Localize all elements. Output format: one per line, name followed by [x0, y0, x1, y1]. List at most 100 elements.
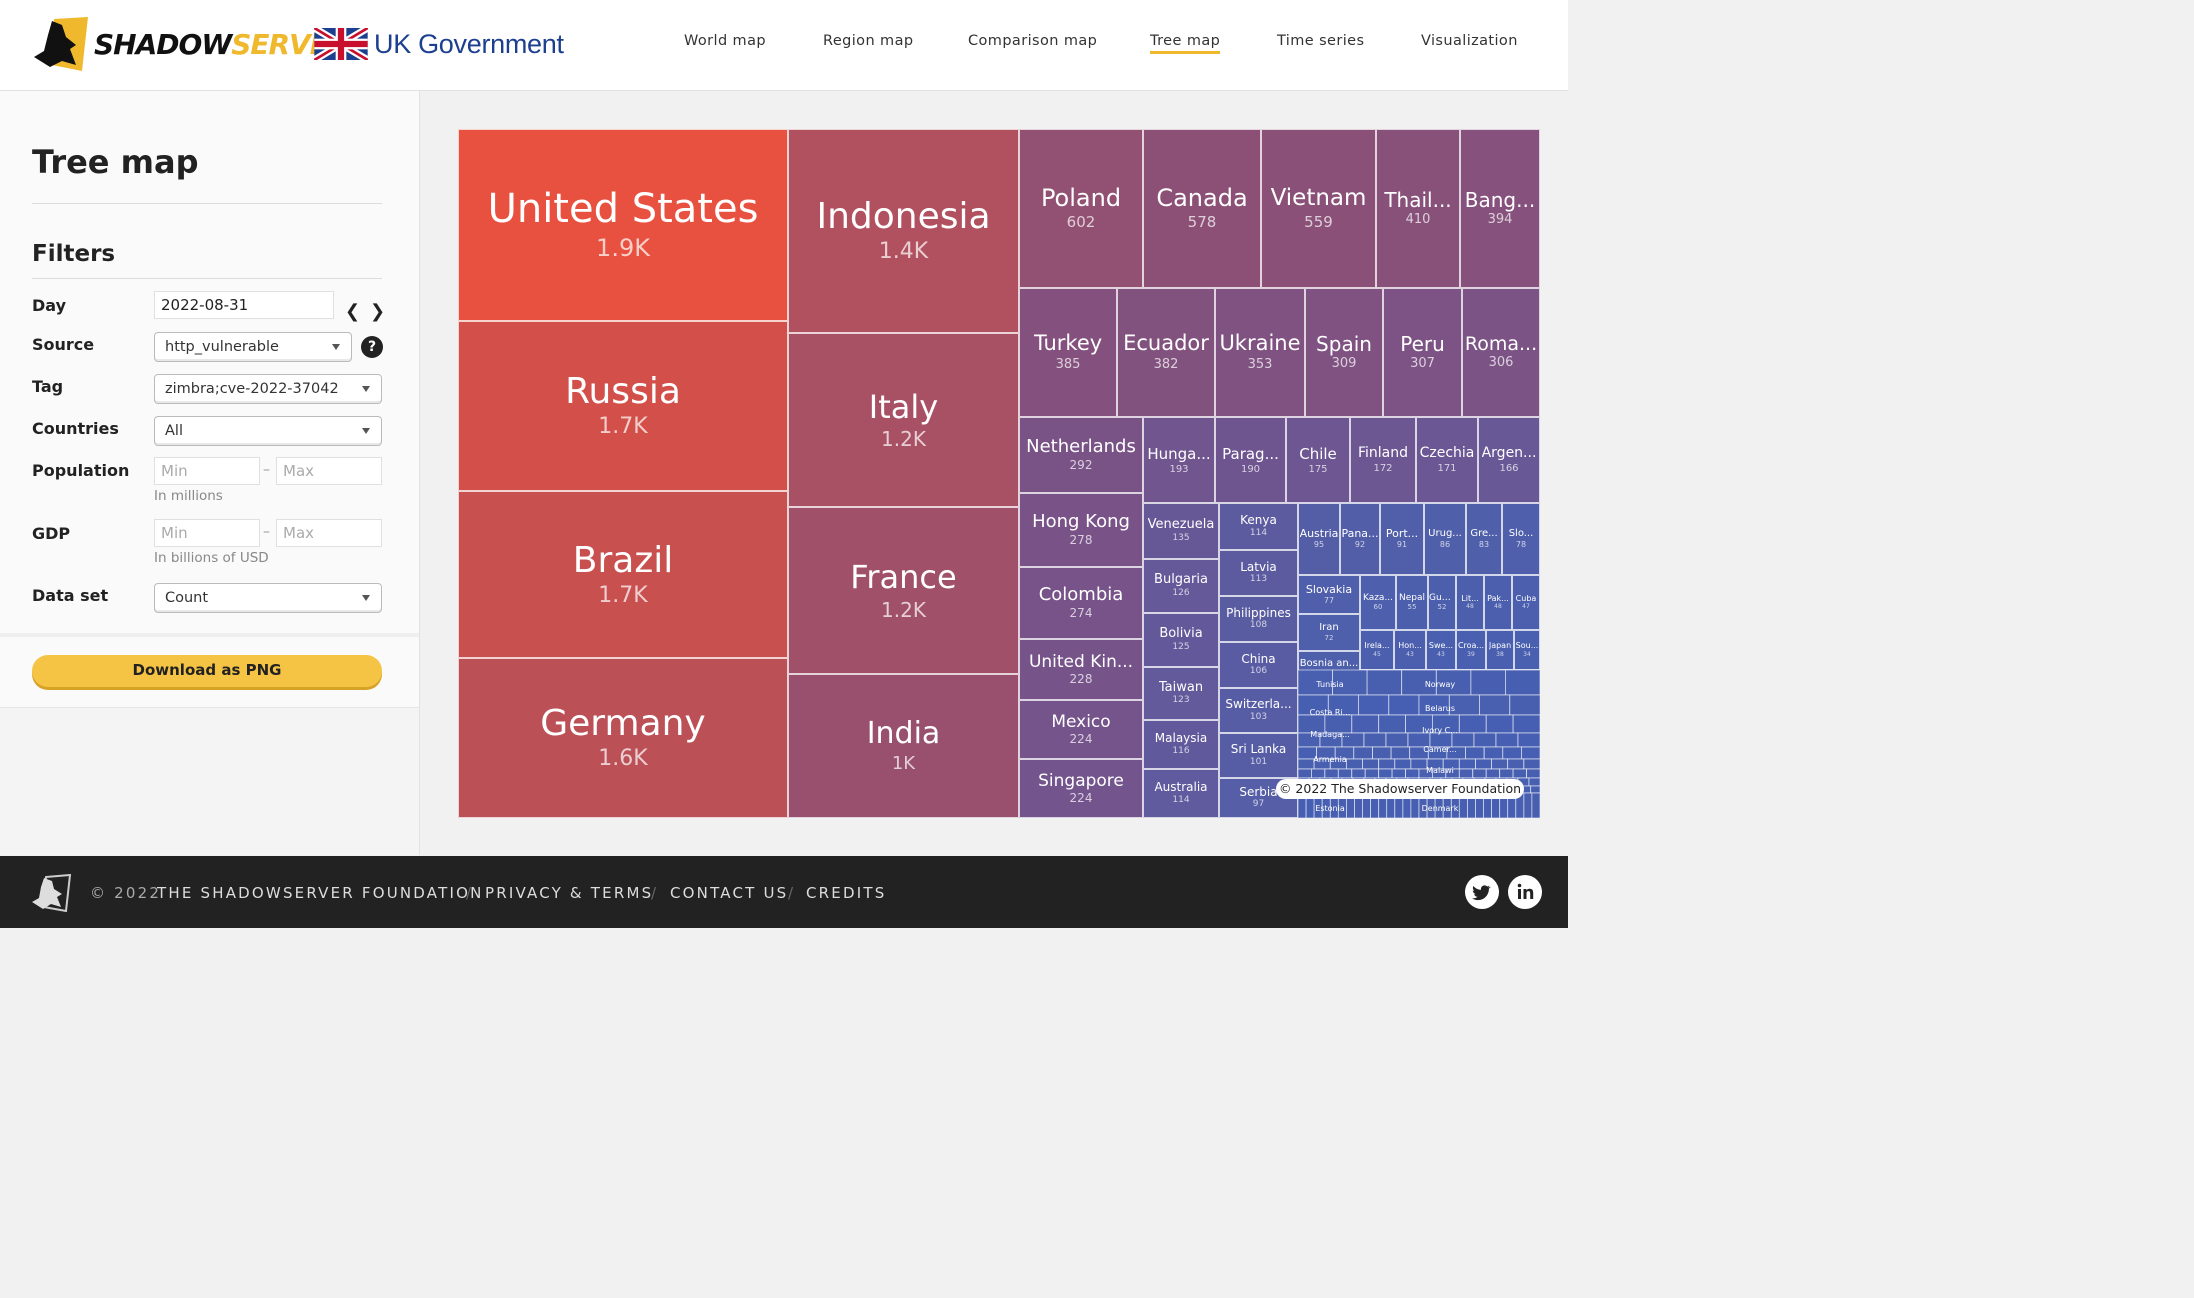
treemap-cell[interactable]: France 1.2K [788, 507, 1019, 674]
treemap-cell[interactable]: Italy 1.2K [788, 333, 1019, 507]
treemap-cell[interactable]: Thail... 410 [1376, 129, 1460, 288]
treemap-cell[interactable]: Irela... 45 [1360, 630, 1394, 670]
treemap-tiny-cell[interactable] [1388, 694, 1420, 716]
treemap-tiny-cell[interactable] [1465, 746, 1485, 760]
treemap-cell[interactable]: Malaysia 116 [1143, 720, 1219, 769]
treemap-tiny-cell[interactable] [1512, 768, 1527, 779]
gdp-min-input[interactable]: Min [154, 519, 260, 547]
treemap-cell[interactable]: Vietnam 559 [1261, 129, 1376, 288]
treemap-cell[interactable]: Mexico 224 [1019, 700, 1143, 759]
nav-region-map[interactable]: Region map [823, 33, 914, 49]
treemap-cell[interactable]: Venezuela 135 [1143, 503, 1219, 559]
treemap-cell[interactable]: Gua... 52 [1428, 575, 1456, 630]
treemap-cell[interactable]: Brazil 1.7K [458, 491, 788, 658]
treemap-cell[interactable]: Netherlands 292 [1019, 417, 1143, 493]
previous-day-chevron-icon[interactable]: ❮ [345, 301, 361, 322]
treemap-cell[interactable]: Philippines 108 [1219, 596, 1298, 642]
treemap-tiny-cell[interactable] [1394, 758, 1412, 770]
twitter-icon[interactable] [1465, 875, 1499, 909]
treemap-tiny-cell[interactable] [1405, 768, 1420, 779]
treemap-cell[interactable]: Turkey 385 [1019, 288, 1117, 417]
treemap-tiny-cell[interactable] [1472, 768, 1487, 779]
help-icon[interactable]: ? [361, 336, 383, 358]
treemap-cell[interactable]: Russia 1.7K [458, 321, 788, 491]
treemap-cell[interactable]: Canada 578 [1143, 129, 1261, 288]
nav-comparison-map[interactable]: Comparison map [968, 33, 1098, 49]
footer-privacy-link[interactable]: PRIVACY & TERMS [485, 884, 654, 902]
treemap-cell[interactable]: India 1K [788, 674, 1019, 818]
treemap-tiny-cell[interactable] [1378, 768, 1393, 779]
treemap-tiny-cell[interactable] [1458, 714, 1487, 734]
footer-credits-link[interactable]: CREDITS [806, 884, 887, 902]
treemap-cell[interactable]: Croa... 39 [1456, 630, 1486, 670]
treemap-tiny-cell[interactable] [1475, 758, 1493, 770]
treemap-tiny-cell[interactable] [1523, 792, 1533, 818]
next-day-chevron-icon[interactable]: ❯ [370, 301, 386, 322]
treemap-tiny-cell[interactable] [1458, 768, 1474, 779]
treemap-cell[interactable]: Chile 175 [1286, 417, 1350, 503]
treemap-cell[interactable]: United Kin... 228 [1019, 639, 1143, 700]
shadowserver-logo[interactable]: SHADOWSERVER [32, 14, 349, 74]
treemap-cell[interactable]: Sri Lanka 101 [1219, 733, 1298, 778]
treemap-cell[interactable]: Ecuador 382 [1117, 288, 1215, 417]
treemap-tiny-cell[interactable] [1364, 768, 1379, 779]
treemap-tiny-cell[interactable] [1502, 746, 1522, 760]
treemap-tiny-cell[interactable] [1479, 694, 1511, 716]
treemap-tiny-cell[interactable] [1526, 768, 1540, 779]
treemap-cell[interactable]: Swe... 43 [1426, 630, 1456, 670]
treemap-cell[interactable]: Kaza... 60 [1360, 575, 1396, 630]
treemap-cell[interactable]: Indonesia 1.4K [788, 129, 1019, 333]
treemap-tiny-cell[interactable] [1310, 768, 1326, 779]
treemap-tiny-cell[interactable] [1435, 669, 1472, 696]
treemap-tiny-cell[interactable] [1324, 768, 1339, 779]
treemap-tiny-cell[interactable] [1495, 732, 1519, 748]
treemap-tiny-cell[interactable] [1458, 758, 1476, 770]
treemap-tiny-cell[interactable] [1332, 669, 1368, 696]
treemap-cell[interactable]: Slo... 78 [1502, 503, 1540, 575]
treemap-tiny-cell[interactable] [1473, 732, 1497, 748]
treemap-tiny-cell[interactable] [1298, 758, 1315, 770]
treemap-tiny-cell[interactable] [1353, 746, 1373, 760]
treemap-cell[interactable]: Colombia 274 [1019, 567, 1143, 639]
treemap-cell[interactable]: United States 1.9K [458, 129, 788, 321]
treemap-cell[interactable]: Bolivia 125 [1143, 613, 1219, 667]
treemap-tiny-cell[interactable] [1390, 746, 1411, 760]
treemap-cell[interactable]: Cuba 47 [1512, 575, 1540, 630]
treemap-tiny-cell[interactable] [1512, 714, 1540, 734]
treemap-tiny-cell[interactable] [1483, 746, 1504, 760]
treemap-cell[interactable]: Bulgaria 126 [1143, 559, 1219, 613]
treemap-cell[interactable]: Kenya 114 [1219, 503, 1298, 550]
treemap-tiny-cell[interactable] [1499, 768, 1514, 779]
treemap-tiny-cell[interactable] [1378, 714, 1406, 734]
treemap-cell[interactable]: Peru 307 [1383, 288, 1462, 417]
treemap-tiny-cell[interactable] [1410, 758, 1428, 770]
treemap-tiny-cell[interactable] [1528, 777, 1540, 787]
treemap-cell[interactable]: Hon... 43 [1394, 630, 1426, 670]
tag-select[interactable]: zimbra;cve-2022-37042 [154, 374, 382, 404]
treemap-cell[interactable]: Sou... 34 [1514, 630, 1540, 670]
treemap-cell[interactable]: Czechia 171 [1416, 417, 1478, 503]
treemap-cell[interactable]: Nepal 55 [1396, 575, 1428, 630]
treemap-cell[interactable]: Germany 1.6K [458, 658, 788, 818]
treemap-cell[interactable]: Australia 114 [1143, 769, 1219, 818]
treemap-tiny-cell[interactable] [1491, 758, 1509, 770]
treemap-cell[interactable]: Finland 172 [1350, 417, 1416, 503]
treemap-cell[interactable]: Iran 72 [1298, 614, 1360, 651]
treemap-cell[interactable]: Taiwan 123 [1143, 667, 1219, 720]
treemap-cell[interactable]: Singapore 224 [1019, 759, 1143, 818]
treemap-tiny-cell[interactable] [1391, 768, 1406, 779]
nav-world-map[interactable]: World map [684, 33, 766, 49]
treemap-cell[interactable]: Pak... 48 [1484, 575, 1512, 630]
treemap-cell[interactable]: Port... 91 [1380, 503, 1424, 575]
gdp-max-input[interactable]: Max [276, 519, 382, 547]
footer-contact-link[interactable]: CONTACT US [670, 884, 789, 902]
treemap-tiny-cell[interactable] [1378, 758, 1396, 770]
treemap-cell[interactable]: Parag... 190 [1215, 417, 1286, 503]
treemap-cell[interactable]: Ukraine 353 [1215, 288, 1305, 417]
treemap-cell[interactable]: Latvia 113 [1219, 550, 1298, 596]
treemap-tiny-cell[interactable] [1351, 768, 1366, 779]
treemap-cell[interactable]: Spain 309 [1305, 288, 1383, 417]
treemap-tiny-cell[interactable] [1366, 669, 1403, 696]
treemap-tiny-cell[interactable] [1337, 768, 1353, 779]
treemap-cell[interactable]: Austria 95 [1298, 503, 1340, 575]
